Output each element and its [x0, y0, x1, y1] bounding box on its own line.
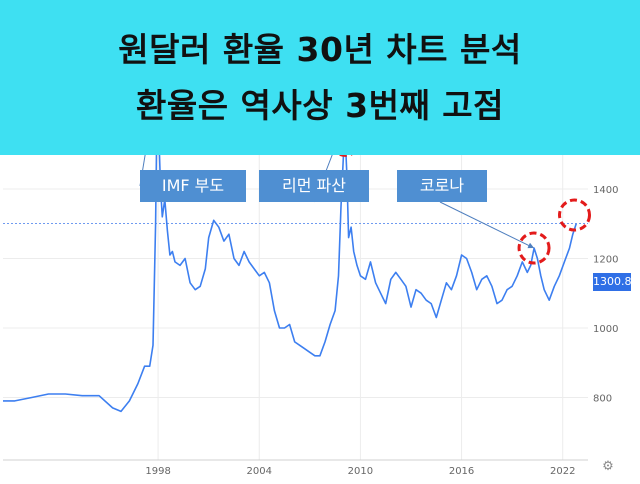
highlight-circle	[517, 231, 551, 265]
annotation-arrow	[439, 201, 535, 249]
banner-title-line-1: 원달러 환율 30년 차트 분석	[118, 29, 522, 69]
gear-icon[interactable]: ⚙	[602, 459, 614, 474]
annotation-lehman-bankruptcy: 리먼 파산	[259, 170, 369, 202]
y-tick-label: 1400	[593, 185, 618, 196]
title-banner: 원달러 환율 30년 차트 분석 환율은 역사상 3번째 고점	[0, 0, 640, 155]
annotation-imf-default: IMF 부도	[140, 170, 246, 202]
series-group	[3, 83, 577, 413]
y-tick-label: 1200	[593, 254, 618, 265]
highlight-circle	[558, 198, 592, 232]
banner-title-line-2: 환율은 역사상 3번째 고점	[135, 85, 505, 125]
exchange-rate-line	[3, 83, 577, 413]
x-tick-label: 2022	[550, 466, 575, 477]
x-tick-label: 2004	[247, 466, 272, 477]
annotation-corona: 코로나	[397, 170, 487, 202]
y-tick-label: 1000	[593, 324, 618, 335]
y-tick-label: 800	[593, 393, 612, 404]
last-value-badge: 1300.8	[593, 273, 632, 291]
x-tick-label: 2010	[348, 466, 373, 477]
x-tick-label: 1998	[145, 466, 170, 477]
x-axis-ticks: 1998 2004 2010 2016 2022	[145, 466, 575, 477]
x-tick-label: 2016	[449, 466, 474, 477]
